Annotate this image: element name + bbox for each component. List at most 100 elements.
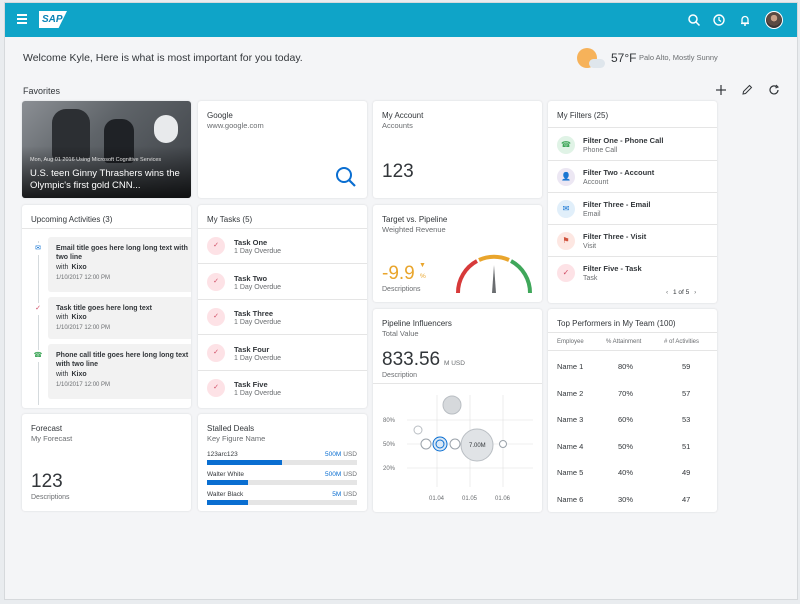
attainment-value: 60%	[618, 415, 634, 424]
card-title: My Filters (25)	[557, 111, 609, 120]
activity-title: Task title goes here long text	[56, 305, 152, 312]
sap-logo[interactable]: SAP	[39, 11, 67, 28]
weather-temp: 57°F	[611, 51, 637, 65]
deal-unit: USD	[343, 451, 357, 458]
activities-count: 47	[682, 494, 691, 504]
deal-amount: 500M	[325, 451, 342, 458]
activity-title: Phone call title goes here long long tex…	[56, 352, 189, 368]
x-tick-label: 01.06	[495, 496, 511, 502]
forecast-tile[interactable]: Forecast My Forecast 123 Descriptions	[22, 414, 191, 511]
activity-person: Kixo	[71, 264, 87, 271]
employee-name: Name 5	[557, 468, 584, 477]
filter-item[interactable]: ✓ Filter Five - Task Task	[548, 257, 717, 289]
history-icon[interactable]	[712, 13, 726, 27]
activity-with-prefix: with	[56, 264, 69, 271]
deal-row[interactable]: Walter White 500M USD	[207, 471, 357, 487]
table-row[interactable]: Name 2 70% 57	[548, 389, 717, 401]
weather-desc: Palo Alto, Mostly Sunny	[639, 53, 718, 62]
prev-page-icon[interactable]: ‹	[666, 289, 669, 296]
bubble-point	[460, 428, 494, 462]
task-name: Task Five	[234, 380, 268, 389]
deal-name: 123arc123	[207, 451, 238, 458]
stalled-deals-tile[interactable]: Stalled Deals Key Figure Name 123arc123 5…	[198, 414, 367, 511]
filter-name: Filter One - Phone Call	[583, 136, 664, 145]
tile-title: Forecast	[31, 424, 63, 433]
card-subtitle: Total Value	[382, 329, 419, 338]
divider	[548, 192, 717, 193]
deal-row[interactable]: Walter Black 5M USD	[207, 491, 357, 507]
divider	[198, 334, 367, 335]
cloud-icon	[589, 59, 605, 68]
filter-item[interactable]: 👤 Filter Two - Account Account	[548, 161, 717, 193]
card-title: My Tasks (5)	[207, 215, 253, 224]
next-page-icon[interactable]: ›	[694, 289, 697, 296]
deal-bar-fill	[207, 500, 248, 505]
weather-widget: 57°F Palo Alto, Mostly Sunny	[577, 47, 737, 73]
search-icon	[335, 166, 357, 188]
trend-down-icon: ▼	[419, 262, 426, 269]
search-icon[interactable]	[687, 13, 701, 27]
target-value: -9.9	[382, 263, 415, 284]
avatar[interactable]	[765, 11, 783, 29]
bubble-point	[435, 439, 445, 449]
deal-amount: 500M	[325, 471, 342, 478]
table-row[interactable]: Name 5 40% 49	[548, 468, 717, 480]
news-tile[interactable]: Mon, Aug 01 2016 Using Microsoft Cogniti…	[22, 101, 191, 198]
account-icon: 👤	[557, 168, 575, 186]
deal-value: 500M USD	[325, 451, 357, 458]
task-icon: ✓	[207, 272, 225, 291]
target-vs-pipeline-tile[interactable]: Target vs. Pipeline Weighted Revenue -9.…	[373, 205, 542, 302]
employee-name: Name 2	[557, 388, 584, 398]
task-item[interactable]: ✓ Task Four 1 Day Overdue	[198, 336, 367, 371]
employee-name: Name 4	[557, 441, 584, 451]
phone-icon: ☎	[557, 136, 575, 154]
activity-item[interactable]: Phone call title goes here long long tex…	[48, 344, 191, 399]
task-item[interactable]: ✓ Task Three 1 Day Overdue	[198, 300, 367, 335]
task-item[interactable]: ✓ Task One 1 Day Overdue	[198, 229, 367, 264]
task-due: 1 Day Overdue	[234, 390, 282, 397]
task-name: Task Three	[234, 309, 274, 318]
task-icon: ✓	[32, 303, 44, 315]
task-icon: ✓	[207, 308, 225, 326]
filter-item[interactable]: ⚑ Filter Three - Visit Visit	[548, 225, 717, 257]
notification-icon[interactable]	[738, 13, 752, 27]
activity-item[interactable]: Email title goes here long long text wit…	[48, 237, 191, 292]
filter-name: Filter Three - Visit	[583, 232, 647, 241]
influencers-unit: M USD	[444, 360, 465, 367]
table-row[interactable]: Name 3 60% 53	[548, 415, 717, 427]
deal-row[interactable]: 123arc123 500M USD	[207, 451, 357, 467]
activity-item[interactable]: Task title goes here long text with Kixo 1/…	[48, 297, 191, 339]
column-header-employee[interactable]: Employee	[557, 339, 584, 345]
edit-icon[interactable]	[741, 83, 755, 99]
bubble-point	[449, 438, 461, 450]
y-tick-label: 50%	[383, 442, 396, 448]
google-tile[interactable]: Google www.google.com	[198, 101, 367, 198]
table-row[interactable]: Name 6 30% 47	[548, 495, 717, 507]
bubble-chart: 80% 50% 20% 01.04 01.05 01.06 7.00M	[383, 395, 533, 502]
task-icon: ✓	[207, 379, 225, 397]
top-performers-card: Top Performers in My Team (100) Employee…	[548, 309, 717, 512]
gauge-needle	[492, 265, 496, 293]
task-icon: ✓	[207, 343, 225, 362]
table-row[interactable]: Name 4 50% 51	[548, 442, 717, 454]
filter-item[interactable]: ✉ Filter Three - Email Email	[548, 193, 717, 225]
my-account-tile[interactable]: My Account Accounts 123	[373, 101, 542, 198]
menu-icon[interactable]	[17, 14, 27, 26]
filter-type: Task	[583, 275, 598, 282]
refresh-icon[interactable]	[768, 83, 782, 99]
tile-title: My Account	[382, 111, 424, 120]
column-header-activities[interactable]: # of Activities	[664, 339, 700, 345]
filter-item[interactable]: ☎ Filter One - Phone Call Phone Call	[548, 129, 717, 161]
column-header-attainment[interactable]: % Attainment	[606, 339, 642, 345]
add-icon[interactable]	[715, 83, 729, 99]
deal-amount: 5M	[332, 491, 342, 498]
table-row[interactable]: Name 1 80% 59	[548, 362, 717, 374]
favorites-title: Favorites	[23, 86, 61, 96]
activities-count: 57	[682, 388, 691, 398]
task-item[interactable]: ✓ Task Five 1 Day Overdue	[198, 371, 367, 406]
activity-time: 1/10/2017 12:00 PM	[56, 325, 111, 331]
x-tick-label: 01.05	[462, 496, 478, 502]
task-item[interactable]: ✓ Task Two 1 Day Overdue	[198, 265, 367, 300]
my-tasks-card: My Tasks (5) ✓ Task One 1 Day Overdue ✓ Task…	[198, 205, 367, 408]
employee-name: Name 1	[557, 362, 584, 371]
